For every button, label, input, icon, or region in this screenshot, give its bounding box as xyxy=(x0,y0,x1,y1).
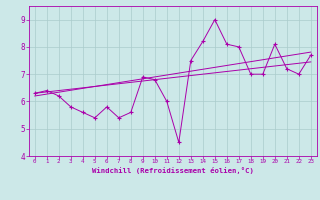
X-axis label: Windchill (Refroidissement éolien,°C): Windchill (Refroidissement éolien,°C) xyxy=(92,167,254,174)
